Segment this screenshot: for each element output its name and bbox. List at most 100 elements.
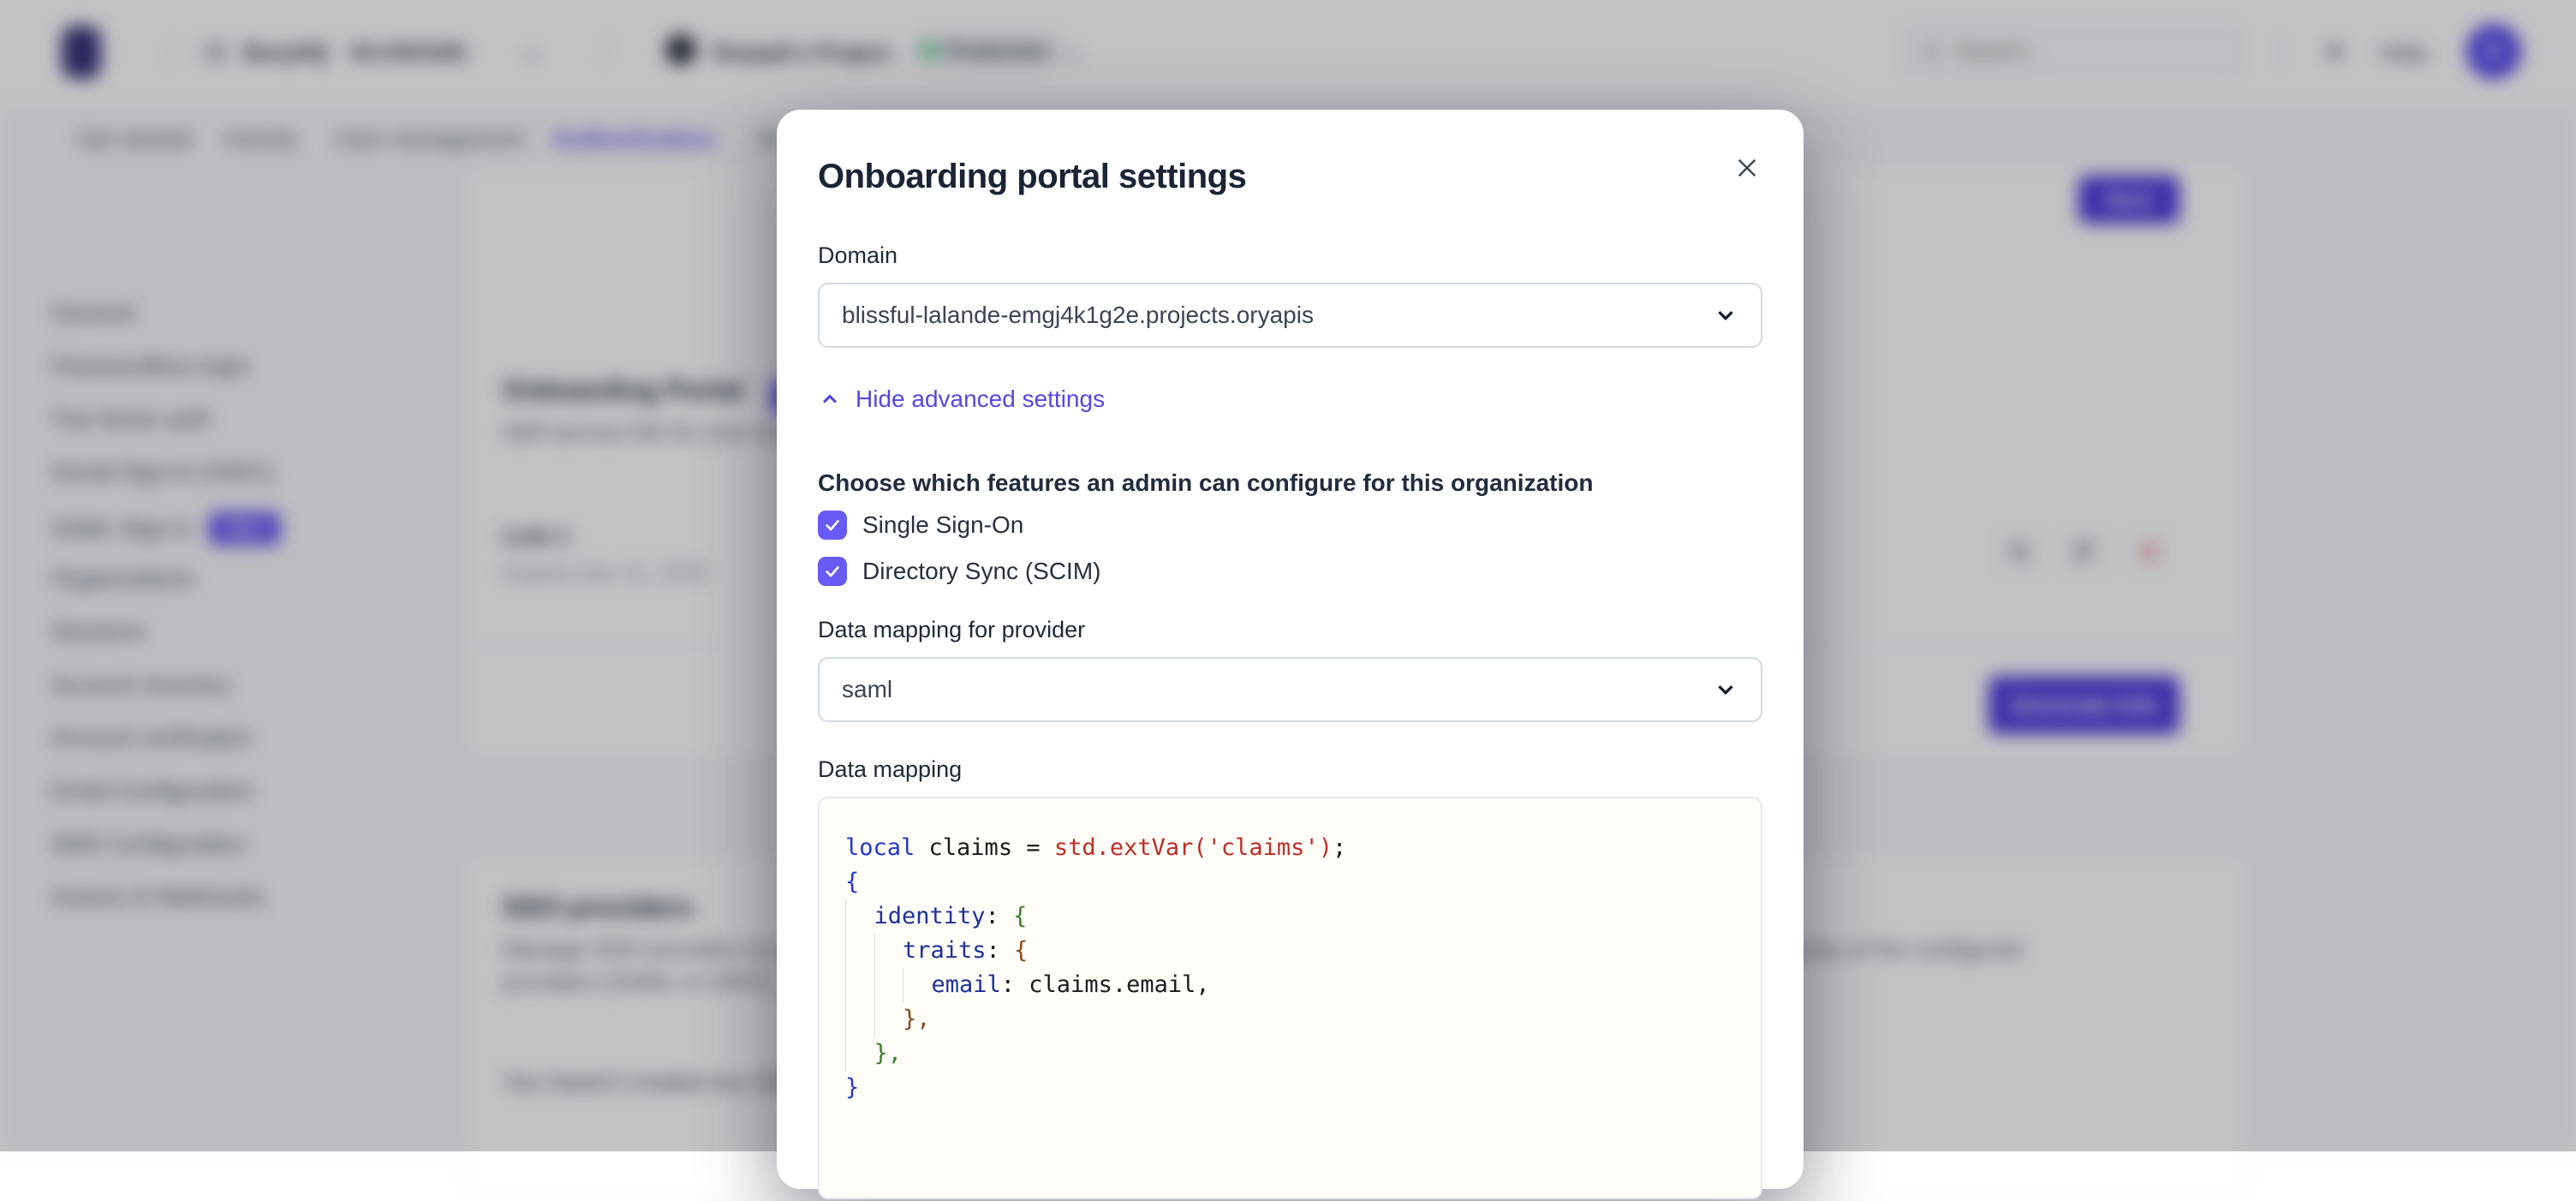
sidebar-item-label: Actions & Webhooks <box>51 884 265 910</box>
checkbox-label: Single Sign-On <box>862 511 1024 538</box>
sidebar-item-social-sign-in-oidc-[interactable]: Social Sign-In (OIDC) <box>51 459 274 486</box>
sidebar-item-two-factor-auth[interactable]: Two-factor auth <box>51 406 211 433</box>
code-token-key: identity <box>874 903 986 929</box>
chevron-up-icon <box>818 387 842 411</box>
whats-new-icon[interactable] <box>2323 36 2348 67</box>
provider-label: Data mapping for provider <box>818 617 1086 642</box>
sidebar-item-label: General <box>51 300 134 326</box>
indent-guide <box>874 1002 903 1037</box>
trash-icon <box>2138 541 2161 563</box>
sso-card-subtitle-line2: providers (SAML or OIDC). <box>503 969 780 995</box>
domain-select[interactable]: blissful-lalande-emgj4k1g2e.projects.ory… <box>818 283 1762 348</box>
sidebar-item-saml-sign-in[interactable]: SAML Sign-In New <box>51 512 280 545</box>
onboarding-portal-settings-modal: Onboarding portal settings Domain blissf… <box>777 110 1804 1199</box>
copy-link-button[interactable] <box>1996 529 2042 575</box>
environment-label: Production <box>945 39 1050 62</box>
code-token-brace2: { <box>1013 903 1028 929</box>
chevron-down-icon[interactable] <box>1064 45 1087 67</box>
sidebar-item-account-recovery[interactable]: Account recovery <box>51 672 230 698</box>
code-line: local claims = std.extVar('claims'); <box>845 831 1735 865</box>
link-name: Link 1 <box>503 523 570 549</box>
delete-link-button[interactable] <box>2126 529 2173 575</box>
code-token-string: std.extVar('claims') <box>1053 834 1333 861</box>
chevron-down-icon[interactable] <box>521 45 543 67</box>
checkbox-row-single-sign-on[interactable]: Single Sign-On <box>818 507 1762 543</box>
tab-get-started[interactable]: Get started <box>77 126 192 152</box>
copy-icon <box>2007 540 2031 564</box>
domain-value: blissful-lalande-emgj4k1g2e.projects.ory… <box>842 302 1314 328</box>
check-icon <box>823 516 842 535</box>
tab-user-management[interactable]: User management <box>334 126 525 152</box>
code-token-plain: : <box>985 903 1014 929</box>
sidebar-item-label: Social Sign-In (OIDC) <box>51 459 274 485</box>
save-button[interactable]: Save <box>2078 176 2179 224</box>
code-line: } <box>845 1071 1735 1105</box>
project-name[interactable]: Deepak's Project <box>713 39 891 65</box>
generate-link-button[interactable]: Generate link <box>1988 676 2179 734</box>
qr-code-button[interactable] <box>2061 529 2108 575</box>
code-token-brace2: }, <box>874 1040 903 1067</box>
checkbox-label: Directory Sync (SCIM) <box>862 558 1101 584</box>
sidebar-item-label: SAML Sign-In <box>51 515 194 541</box>
code-token-plain: claims = <box>915 834 1054 861</box>
code-token-key: email <box>931 971 1001 998</box>
provider-select[interactable]: saml <box>818 657 1762 722</box>
sidebar-item-sessions[interactable]: Sessions <box>51 618 146 645</box>
code-line: }, <box>845 1037 1735 1071</box>
workspace-name[interactable]: BoryHQ <box>244 39 329 65</box>
domain-label: Domain <box>818 242 898 268</box>
search-icon <box>1920 40 1942 63</box>
sidebar-item-account-verification[interactable]: Account verification <box>51 725 252 751</box>
topbar: BoryHQ WLRWSM6 Deepak's Project Producti… <box>0 0 2576 106</box>
avatar[interactable]: D <box>2466 24 2521 79</box>
sidebar-item-organizations[interactable]: Organizations <box>51 565 194 592</box>
code-line: { <box>845 865 1735 899</box>
indent-guide <box>845 934 874 968</box>
hide-advanced-settings-label: Hide advanced settings <box>856 385 1106 412</box>
code-token-brace1: } <box>845 1074 860 1101</box>
indent-guide <box>874 934 903 968</box>
search-input[interactable] <box>1954 38 2197 65</box>
sidebar-item-label: Two-factor auth <box>51 406 212 432</box>
sidebar-item-passwordless-login[interactable]: Passwordless login <box>51 353 249 379</box>
code-line: email: claims.email, <box>845 968 1735 1002</box>
sidebar-item-label: Email Configuration <box>51 778 253 804</box>
sso-card-title: SSO providers <box>503 892 694 923</box>
indent-guide <box>845 968 874 1002</box>
close-button[interactable] <box>1728 149 1766 187</box>
code-token-brace3: { <box>1014 937 1029 964</box>
chevron-down-icon <box>1713 677 1738 702</box>
sidebar-item-actions-webhooks[interactable]: Actions & Webhooks <box>51 884 265 911</box>
tab-activity[interactable]: Activity <box>224 126 298 152</box>
indent-guide <box>845 1037 874 1071</box>
checkbox-checked[interactable] <box>818 557 847 586</box>
checkbox-checked[interactable] <box>818 511 847 540</box>
sidebar-item-label: SMS Configuration <box>51 831 246 857</box>
indent-guide <box>845 899 874 934</box>
code-token-plain: : claims.email, <box>1000 971 1210 998</box>
qr-code-icon <box>2073 541 2096 563</box>
divider <box>2280 34 2281 70</box>
project-avatar[interactable] <box>665 34 696 65</box>
sidebar-item-general[interactable]: General <box>51 300 134 326</box>
environment-status-dot <box>923 44 937 57</box>
help-link[interactable]: Help <box>2381 39 2427 65</box>
search-box[interactable] <box>1901 26 2242 77</box>
close-icon <box>1733 154 1761 182</box>
workspace-icon <box>203 39 229 65</box>
sidebar-item-email-configuration[interactable]: Email Configuration <box>51 778 253 804</box>
hide-advanced-settings-toggle[interactable]: Hide advanced settings <box>818 385 1762 413</box>
sidebar-item-badge: New <box>208 512 280 545</box>
indent-guide <box>874 968 903 1002</box>
checkbox-row-directory-sync[interactable]: Directory Sync (SCIM) <box>818 553 1762 589</box>
app-logo[interactable] <box>62 26 101 79</box>
sidebar-item-sms-configuration[interactable]: SMS Configuration <box>51 831 246 857</box>
workspace-id[interactable]: WLRWSM6 <box>349 39 467 65</box>
code-line: }, <box>845 1002 1735 1037</box>
code-line: identity: { <box>845 899 1735 934</box>
code-token-brace3: }, <box>903 1006 931 1032</box>
data-mapping-editor[interactable]: local claims = std.extVar('claims');{ide… <box>818 797 1762 1199</box>
data-mapping-label: Data mapping <box>818 756 963 782</box>
link-expiry: Expires Dec 31, 2025 <box>503 561 708 585</box>
environment-badge: Production <box>908 33 1065 69</box>
